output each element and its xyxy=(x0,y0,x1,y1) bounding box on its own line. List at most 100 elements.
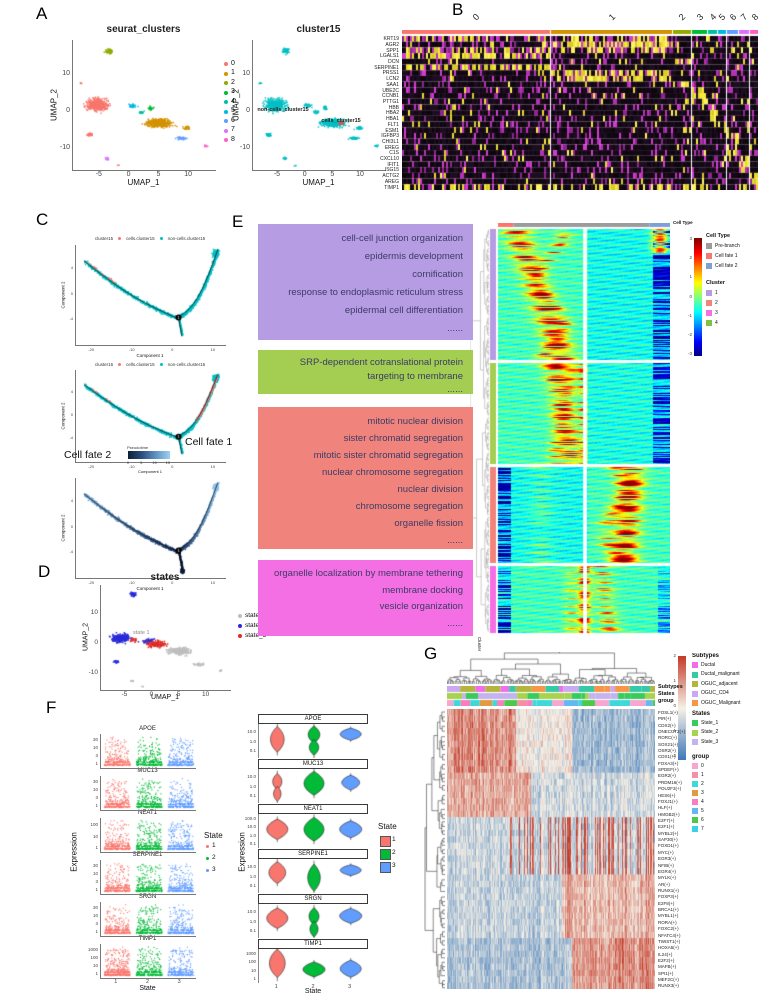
x-tick-0: 0 xyxy=(126,171,131,178)
f-violin-header-SERPINE1: SERPINE1 xyxy=(258,849,368,859)
y-tick-0: 0 xyxy=(66,107,70,115)
f-violin-legend-item-2: 2 xyxy=(392,849,396,857)
d-states-legend-swatch-state_3 xyxy=(238,634,242,638)
e-celltype-legend-item-Cell fate 1: Cell fate 1 xyxy=(715,252,738,259)
f-s-ytick-SERPINE1-1: 1 xyxy=(95,887,98,893)
f-s-xtick-3: 3 xyxy=(177,979,181,985)
x-tick--10: -10 xyxy=(128,347,135,352)
g-states-legend-item-State_3: State_3 xyxy=(701,738,719,745)
e-row-annotation-label: Cluster xyxy=(477,637,482,652)
e-cluster-legend-swatch-3 xyxy=(706,310,712,316)
c2-y-axis-label: Component 2 xyxy=(60,402,66,430)
umap-cluster15-canvas xyxy=(252,40,386,171)
a-cluster-legend-item-8: 8 xyxy=(231,135,235,143)
b-gene-ISG15: ISG15 xyxy=(384,167,399,174)
b-gene-CHI3L1: CHI3L1 xyxy=(382,138,399,145)
e-celltype-legend-swatch-Pre-branch xyxy=(706,243,712,249)
c-legend-title: cluster15 xyxy=(94,362,114,367)
e-cluster-legend-item-2: 2 xyxy=(715,299,718,306)
d-states-legend-swatch-state_1 xyxy=(238,614,242,618)
b-gene-TIMP1: TIMP1 xyxy=(384,184,399,191)
f-scatter-APOE xyxy=(100,734,196,769)
x-tick--10: -10 xyxy=(128,464,135,469)
f-s-ytick-TIMP1-1000: 1000 xyxy=(87,946,98,952)
umap-title-seurat-clusters: seurat_clusters xyxy=(106,24,181,35)
g-group-legend-title: group xyxy=(692,754,709,760)
f-s-ytick-MUC13-3: 3 xyxy=(95,795,98,801)
x-tick-10: 10 xyxy=(210,347,216,352)
c-legend-item: cells.cluster15 xyxy=(126,236,155,241)
f-v-ytick-NEAT1-100.0: 100.0 xyxy=(244,816,256,822)
f-scatter-legend-swatch-1 xyxy=(206,845,209,848)
f-violin-header-NEAT1: NEAT1 xyxy=(258,804,368,814)
g-subtypes-legend-swatch-OGUC_CD4 xyxy=(692,690,698,697)
f-s-ytick-APOE-10: 10 xyxy=(92,745,98,751)
f-v-ytick-TIMP1-10: 10 xyxy=(250,967,256,973)
g-row-E2F7(+): E2F7(+) xyxy=(658,817,675,823)
g-row-FOXC2(+): FOXC2(+) xyxy=(658,926,679,932)
g-cbar-tick-2: 2 xyxy=(673,653,676,658)
b-gene-IFIT1: IFIT1 xyxy=(387,161,399,168)
e-celltype-legend-item-Pre-branch: Pre-branch xyxy=(715,242,740,249)
g-cbar-tick--2: -2 xyxy=(671,753,676,758)
f-v-ytick-NEAT1-1.0: 1.0 xyxy=(249,832,256,838)
x-tick-5: 5 xyxy=(330,171,335,178)
y-tick-10: 10 xyxy=(62,69,70,77)
b-cluster-label-3: 3 xyxy=(694,11,705,23)
g-row-EGR3(+): EGR3(+) xyxy=(658,856,676,862)
g-row-FOXD1(+): FOXD1(+) xyxy=(658,843,679,849)
states-title: states xyxy=(150,572,180,583)
g-group-legend-item-0: 0 xyxy=(701,762,704,769)
panel-g-label: G xyxy=(424,644,438,663)
b-cluster-label-4: 4 xyxy=(707,11,718,23)
g-row-CDX1(+): CDX1(+) xyxy=(658,754,676,760)
a-cluster-legend-swatch-6 xyxy=(224,119,228,123)
f-scatter-MUC13 xyxy=(100,776,196,811)
d-y-axis-label: UMAP_2 xyxy=(82,622,90,652)
g-row-POU2F3(+): POU2F3(+) xyxy=(658,786,682,792)
b-gene-IGFBP3: IGFBP3 xyxy=(381,133,399,140)
f-scatter-title-APOE: APOE xyxy=(139,726,156,732)
a-cluster-legend-item-7: 7 xyxy=(231,126,235,133)
e-cluster-legend-item-1: 1 xyxy=(715,289,718,296)
f-s-ytick-SRGN-10: 10 xyxy=(92,913,98,919)
y-tick--4: -4 xyxy=(69,316,73,322)
go-term: cell-cell junction organization xyxy=(341,233,463,244)
f-violin-MUC13 xyxy=(258,769,369,803)
g-states-legend-item-State_2: State_2 xyxy=(701,729,719,735)
f-s-ytick-TIMP1-10: 10 xyxy=(92,963,98,969)
g-row-RORA(+): RORA(+) xyxy=(658,919,677,925)
g-row-CDX2(+): CDX2(+) xyxy=(658,722,676,728)
f-violin-SERPINE1 xyxy=(258,859,369,893)
e-cbar-tick-2: 2 xyxy=(689,255,692,261)
b-gene-HBB: HBB xyxy=(388,104,399,111)
a-cluster-legend-item-1: 1 xyxy=(231,69,235,76)
b-gene-ESM1: ESM1 xyxy=(385,127,399,134)
a-cluster-legend-swatch-8 xyxy=(224,138,228,142)
f-s-ytick-SRGN-30: 30 xyxy=(92,904,98,910)
x-tick-0: 0 xyxy=(149,691,154,698)
go-term: epidermis development xyxy=(364,251,463,262)
f-s-ytick-TIMP1-100: 100 xyxy=(90,955,98,961)
e-celltype-legend-swatch-Cell fate 2 xyxy=(706,263,712,269)
cells-cluster15-label: cells_cluster15 xyxy=(321,118,361,124)
x-tick-10: 10 xyxy=(210,464,216,469)
f-scatter-y-label: Expression xyxy=(69,832,79,872)
g-cbar-tick-0: 0 xyxy=(673,703,676,708)
g-cbar-tick-1: 1 xyxy=(673,678,676,683)
a-cluster-legend-item-4: 4 xyxy=(231,97,235,105)
g-row-HOXA5(+): HOXA5(+) xyxy=(658,945,679,951)
f-v-xtick-1: 1 xyxy=(274,984,278,990)
g-row-TWIST1(+): TWIST1(+) xyxy=(658,938,681,944)
pt-tick-0: 0 xyxy=(126,460,130,465)
b-gene-HBA2: HBA2 xyxy=(385,110,399,117)
c-legend-item: cells.cluster15 xyxy=(126,362,155,367)
y-tick-0: 0 xyxy=(246,107,250,115)
a1-x-axis-label: UMAP_1 xyxy=(127,178,160,187)
marker-gene-heatmap-canvas xyxy=(402,30,758,190)
g-row-PIR(+): PIR(+) xyxy=(658,716,672,722)
d-states-legend-item-state_3: state_3 xyxy=(245,631,267,639)
panel-d-label: D xyxy=(38,562,51,581)
g-row-MYBL1(+): MYBL1(+) xyxy=(658,913,679,919)
g-row-MEF2C(+): MEF2C(+) xyxy=(658,977,679,983)
